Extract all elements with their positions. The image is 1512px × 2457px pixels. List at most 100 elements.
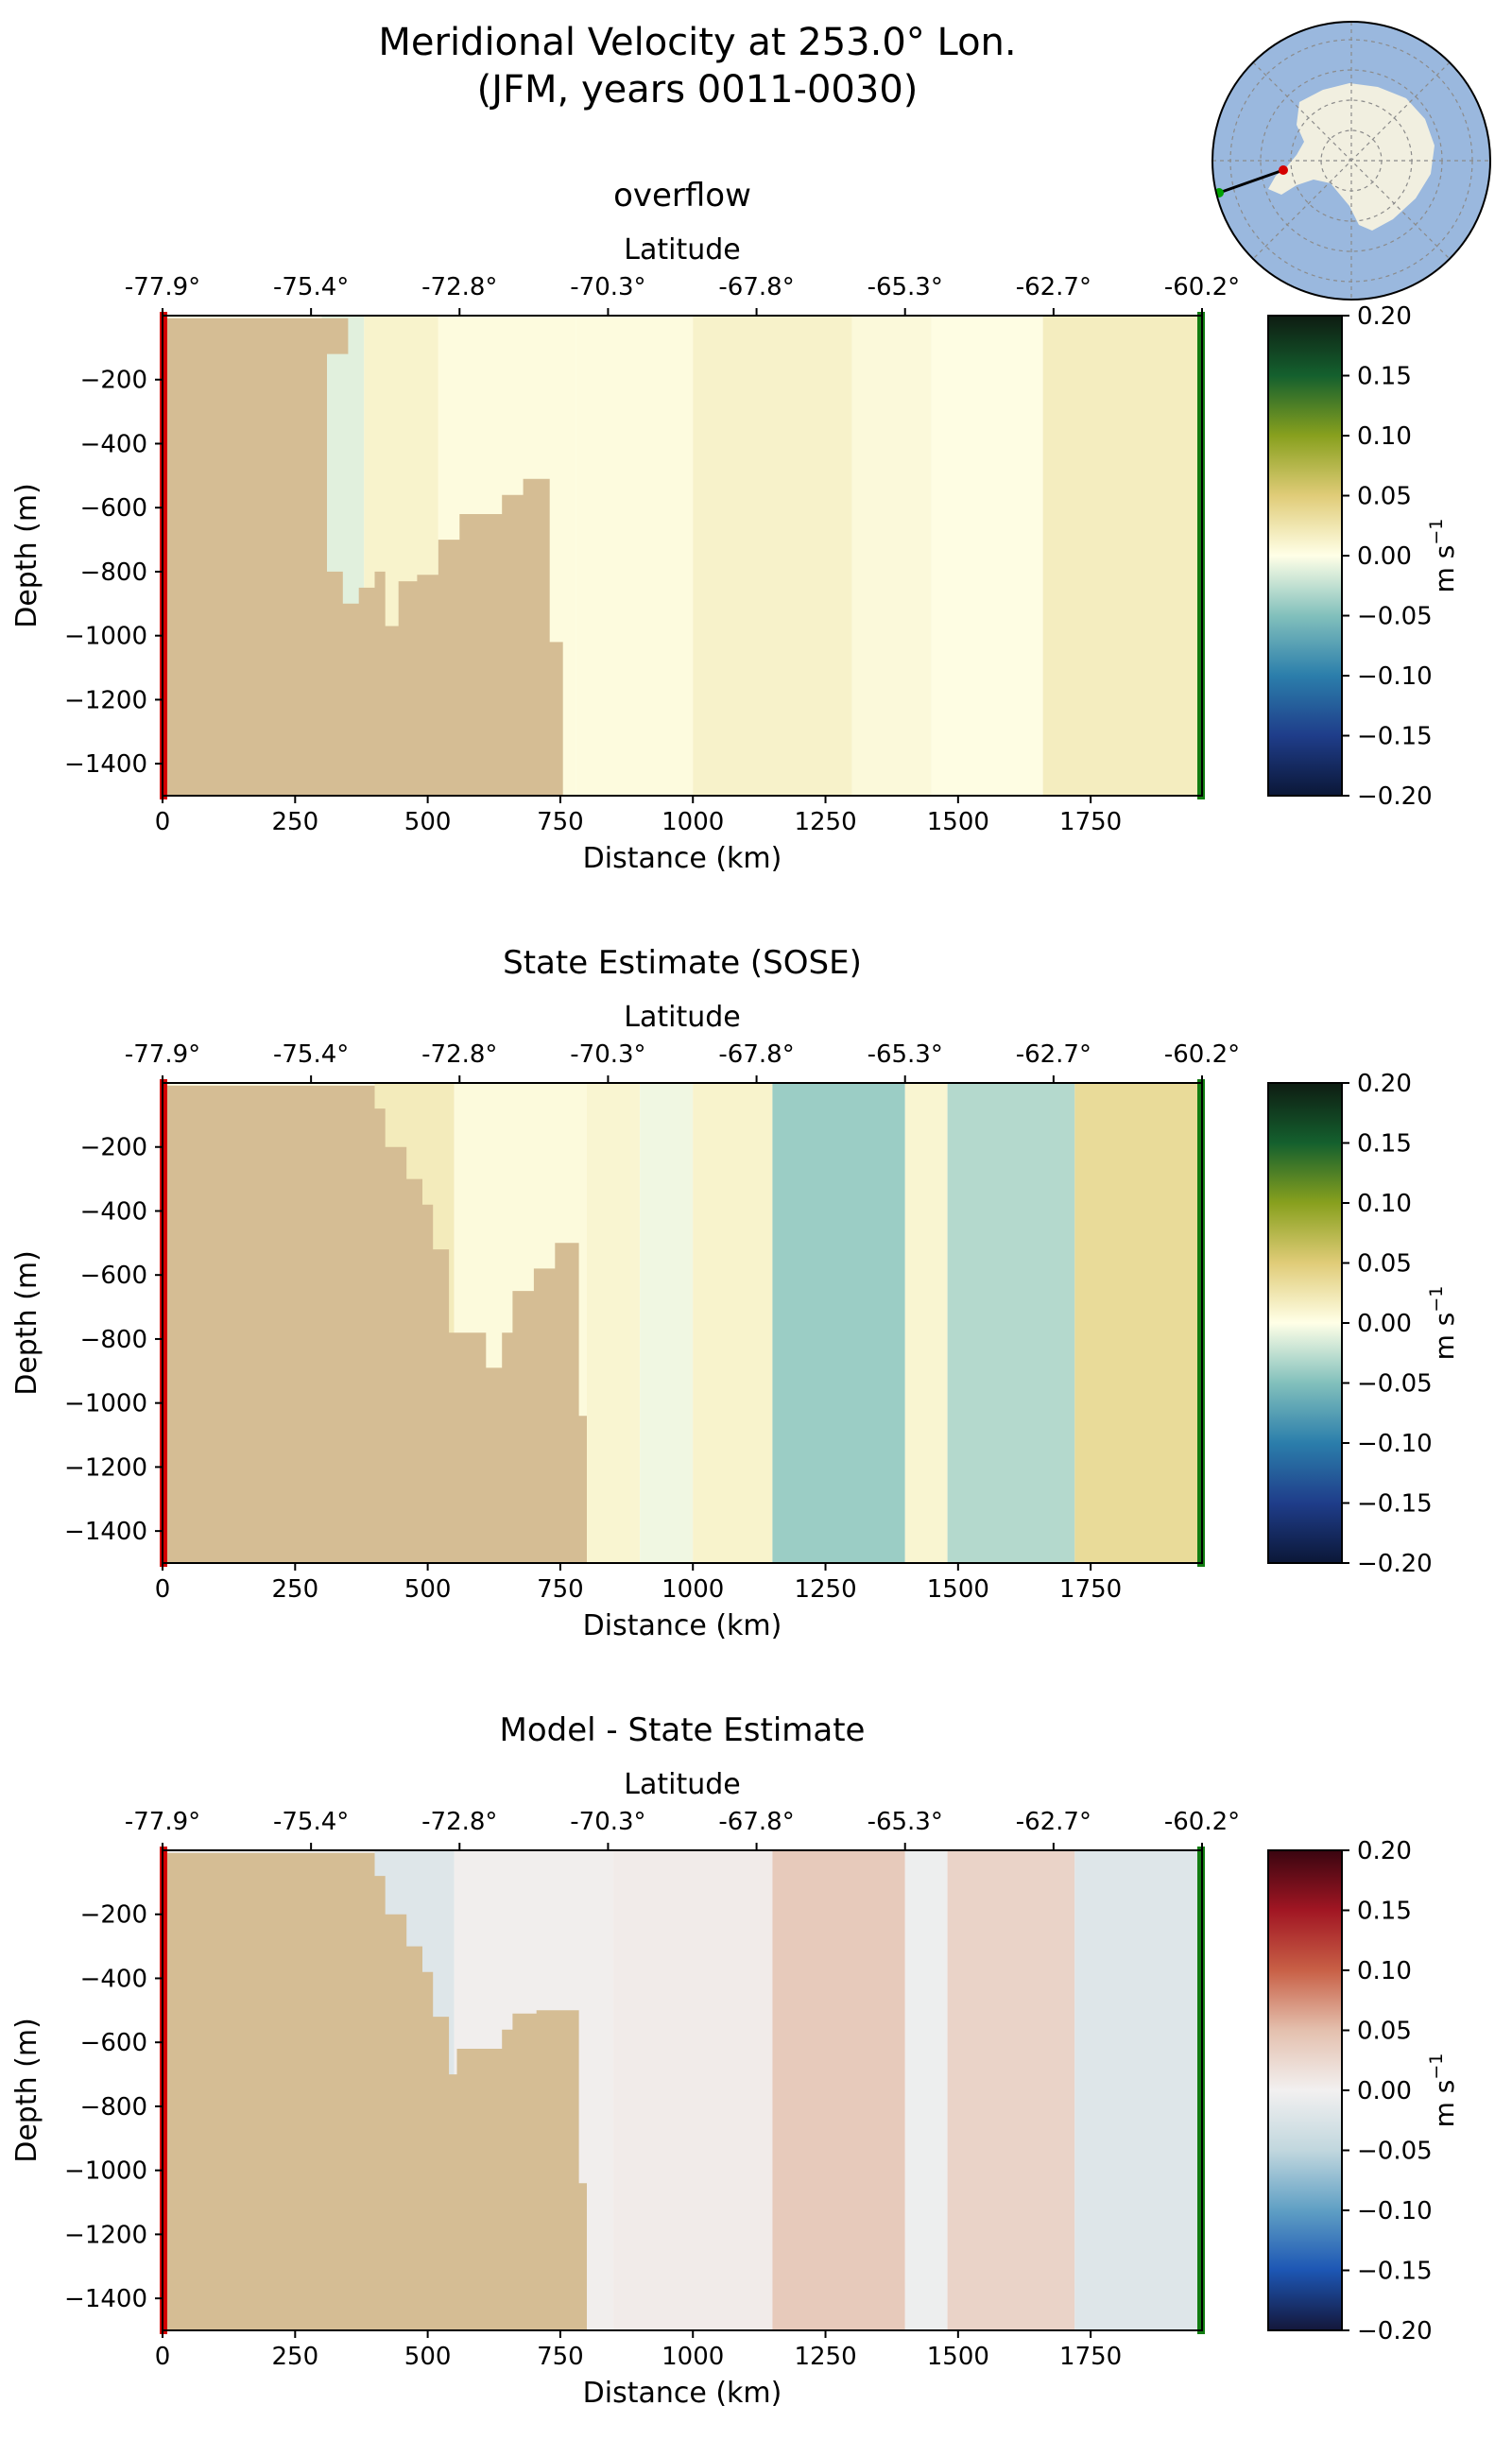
colorbar-tick-label: −0.20 [1357, 2317, 1433, 2345]
y-tick-label: −1000 [64, 1390, 147, 1418]
x-tick-label: 1000 [662, 1575, 724, 1604]
colorbar-gradient [1267, 315, 1343, 797]
inset-map-graticule [1212, 22, 1490, 300]
x-axis-label: Distance (km) [583, 1609, 782, 1642]
land-bathymetry [163, 1852, 587, 2330]
y-tick-label: −800 [80, 1326, 147, 1354]
lat-tick-label: -75.4° [273, 1808, 349, 1836]
land-bathymetry [163, 318, 563, 796]
colorbar-tick-label: 0.15 [1357, 363, 1412, 391]
x-tick-label: 1750 [1059, 2343, 1122, 2371]
colorbar-tick-label: −0.05 [1357, 603, 1433, 631]
colorbar-tick-label: 0.00 [1357, 2077, 1412, 2105]
field-band [947, 1083, 1075, 1563]
y-tick-label: −200 [80, 367, 147, 395]
figure-title-line1: Meridional Velocity at 253.0° Lon. [378, 21, 1016, 64]
colorbar-2: 0.20 0.15 0.10 0.05 0.00 −0.05 −0.10 −0.15 −0.20… [1267, 1070, 1460, 1578]
field-band [904, 1850, 948, 2330]
y-tick-label: −800 [80, 558, 147, 587]
x-tick-label: 750 [537, 808, 584, 836]
lat-tick-label: -72.8° [421, 273, 497, 301]
field-band [613, 1850, 773, 2330]
panel-3: Model - State Estimate Latitude 0 250 500 750… [10, 1711, 1240, 2410]
y-tick-label: −600 [80, 494, 147, 523]
colorbar-tick-label: −0.20 [1357, 782, 1433, 811]
field-band [1074, 1083, 1202, 1563]
lat-tick-label: -70.3° [570, 1040, 645, 1069]
x-tick-label: 1250 [794, 808, 856, 836]
colorbar-tick-label: 0.20 [1357, 1837, 1412, 1865]
colorbar-tick-label: 0.10 [1357, 1957, 1412, 1985]
colorbar-tick-label: −0.15 [1357, 1490, 1433, 1519]
x-tick-label: 500 [404, 808, 452, 836]
y-tick-label: −1400 [64, 750, 147, 779]
colorbar-tick-label: 0.00 [1357, 1310, 1412, 1338]
figure-title-line2: (JFM, years 0011-0030) [477, 68, 919, 112]
x-tick-label: 1250 [794, 2343, 856, 2371]
colorbar-units-superscript: −1 [1426, 2053, 1447, 2080]
x-tick-label: 1750 [1059, 1575, 1122, 1604]
colorbar-units-superscript: −1 [1426, 519, 1447, 545]
field-band [1074, 1850, 1202, 2330]
inset-map [1211, 21, 1491, 301]
y-tick-label: −1200 [64, 1453, 147, 1482]
panel-2: State Estimate (SOSE) Latitude 0 250 500 750 1… [10, 944, 1240, 1642]
colorbar-tick-label: 0.00 [1357, 542, 1412, 571]
y-tick-label: −1200 [64, 2221, 147, 2249]
colorbar-tick-label: 0.15 [1357, 1898, 1412, 1926]
x-tick-label: 750 [537, 1575, 584, 1604]
lat-tick-label: -72.8° [421, 1808, 497, 1836]
colorbar-tick-label: −0.10 [1357, 2197, 1433, 2225]
y-tick-label: −600 [80, 1262, 147, 1290]
inset-map-border [1211, 21, 1491, 301]
x-tick-label: 750 [537, 2343, 584, 2371]
lat-tick-label: -67.8° [718, 1040, 794, 1069]
colorbar-units-base: m s [1429, 2080, 1460, 2128]
colorbar-gradient [1267, 1082, 1343, 1564]
x-tick-label: 1500 [927, 2343, 989, 2371]
lat-tick-label: -75.4° [273, 273, 349, 301]
field-band [772, 1083, 905, 1563]
plot-frame [162, 1082, 1203, 1564]
colorbar-tick-label: 0.20 [1357, 1070, 1412, 1098]
colorbar-tick-label: 0.05 [1357, 1250, 1412, 1279]
colorbar-tick-label: −0.05 [1357, 1370, 1433, 1399]
field-band [693, 1083, 773, 1563]
lat-tick-label: -67.8° [718, 273, 794, 301]
colorbar-3: 0.20 0.15 0.10 0.05 0.00 −0.05 −0.10 −0.15 −0.20… [1267, 1837, 1460, 2345]
y-tick-label: −1000 [64, 2157, 147, 2186]
x-tick-label: 1250 [794, 1575, 856, 1604]
lat-tick-label: -60.2° [1164, 273, 1240, 301]
x-tick-label: 0 [155, 808, 171, 836]
colorbar-tick-label: −0.20 [1357, 1550, 1433, 1578]
colorbar-tick-label: −0.05 [1357, 2138, 1433, 2166]
colorbar-1: 0.20 0.15 0.10 0.05 0.00 −0.05 −0.10 −0.15 −0.20… [1267, 302, 1460, 811]
colorbar-units-superscript: −1 [1426, 1286, 1447, 1313]
plot-frame [162, 315, 1203, 797]
inset-map-transect-end-marker [1279, 165, 1288, 175]
colorbar-units-label: m s−1 [1426, 519, 1460, 593]
x-tick-label: 0 [155, 2343, 171, 2371]
colorbar-tick-label: 0.15 [1357, 1130, 1412, 1159]
y-tick-label: −400 [80, 1965, 147, 1993]
top-axis-label: Latitude [624, 1001, 740, 1034]
x-tick-label: 1000 [662, 2343, 724, 2371]
colorbar-units-label: m s−1 [1426, 2053, 1460, 2128]
x-tick-label: 1500 [927, 1575, 989, 1604]
field-band [693, 316, 852, 796]
y-tick-label: −800 [80, 2093, 147, 2122]
x-tick-label: 500 [404, 1575, 452, 1604]
lat-tick-label: -60.2° [1164, 1040, 1240, 1069]
field-band [947, 1850, 1075, 2330]
land-bathymetry [163, 1085, 587, 1563]
field-band [1042, 316, 1202, 796]
colorbar-tick-label: −0.10 [1357, 662, 1433, 691]
panel-title: Model - State Estimate [500, 1711, 866, 1749]
x-tick-label: 0 [155, 1575, 171, 1604]
lat-tick-label: -62.7° [1016, 1808, 1091, 1836]
lat-tick-label: -70.3° [570, 1808, 645, 1836]
field-band [931, 316, 1043, 796]
top-axis-label: Latitude [624, 233, 740, 266]
inset-map-antarctica [1268, 83, 1435, 231]
